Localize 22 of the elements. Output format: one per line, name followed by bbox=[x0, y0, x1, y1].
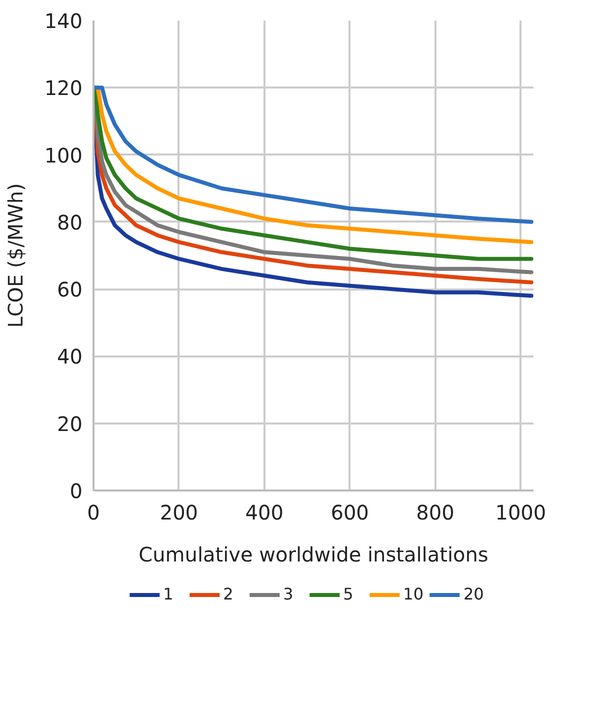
x-tick-label: 800 bbox=[416, 500, 454, 524]
y-tick-label: 40 bbox=[57, 344, 83, 369]
y-tick-label: 60 bbox=[57, 278, 83, 302]
legend-label: 5 bbox=[343, 584, 354, 604]
y-tick-label: 140 bbox=[44, 9, 83, 33]
x-tick-label: 400 bbox=[245, 500, 284, 524]
x-tick-label: 600 bbox=[330, 500, 369, 524]
y-tick-label: 20 bbox=[57, 412, 83, 436]
legend-label: 1 bbox=[163, 584, 174, 604]
x-axis-title: Cumulative worldwide installations bbox=[138, 542, 488, 566]
legend-label: 3 bbox=[283, 584, 294, 604]
x-tick-label: 0 bbox=[87, 500, 100, 524]
y-tick-label: 80 bbox=[57, 210, 83, 234]
x-tick-label: 200 bbox=[160, 500, 198, 524]
y-tick-label: 120 bbox=[44, 76, 83, 100]
y-tick-label: 100 bbox=[44, 143, 83, 168]
x-tick-label: 1000 bbox=[495, 500, 546, 524]
legend-label: 2 bbox=[223, 584, 234, 604]
y-tick-label: 0 bbox=[70, 479, 83, 503]
legend-label: 10 bbox=[403, 584, 424, 604]
y-axis-title: LCOE ($/MWh) bbox=[3, 183, 28, 328]
legend-label: 20 bbox=[464, 584, 484, 604]
